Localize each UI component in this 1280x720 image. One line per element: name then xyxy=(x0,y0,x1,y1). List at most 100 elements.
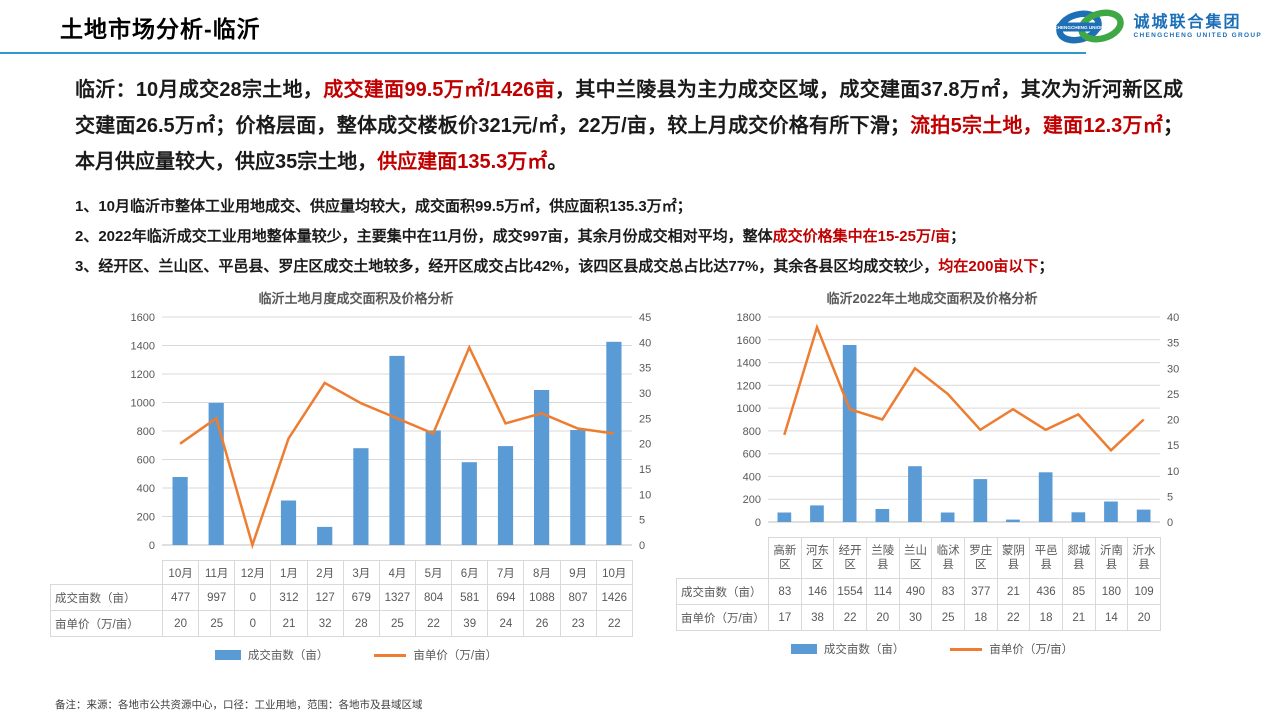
table-corner-cell xyxy=(677,538,769,579)
right-axis-tick: 40 xyxy=(639,337,651,349)
category-cell: 临沭县 xyxy=(931,537,965,579)
logo-badge-text: CHENGCHENG UNION xyxy=(1054,25,1104,30)
text-segment: 供应建面135.3万㎡ xyxy=(377,151,548,173)
value-cell: 436 xyxy=(1029,578,1063,605)
bar xyxy=(1071,512,1086,522)
value-cell: 20 xyxy=(1127,604,1161,631)
bullet-1: 1、10月临沂市整体工业用地成交、供应量均较大，成交面积99.5万㎡，供应面积1… xyxy=(75,192,1235,222)
price-line xyxy=(179,344,615,550)
value-cell: 997 xyxy=(198,584,236,611)
table-row: 成交亩数（亩） 83 146 1554 114 490 83 377 21 436 85 180 109 xyxy=(676,578,1161,605)
left-axis-tick: 200 xyxy=(137,512,155,524)
text-segment: 流拍5宗土地，建面12.3万㎡ xyxy=(909,115,1163,137)
category-cell: 11月 xyxy=(198,560,236,585)
value-cell: 1426 xyxy=(595,584,633,611)
value-cell: 83 xyxy=(768,578,802,605)
legend-line-swatch xyxy=(374,653,407,657)
value-cell: 22 xyxy=(996,604,1031,631)
legend-bar-label: 成交亩数（亩） xyxy=(823,644,905,656)
bar xyxy=(570,430,586,545)
category-cell: 平邑县 xyxy=(1029,537,1063,579)
left-axis-tick: 1200 xyxy=(131,369,155,381)
category-cell: 蒙阴县 xyxy=(996,537,1031,579)
category-cell: 沂南县 xyxy=(1094,537,1129,579)
category-cell: 8月 xyxy=(523,560,561,585)
category-cell: 兰陵县 xyxy=(865,537,900,579)
left-axis-tick: 800 xyxy=(137,426,155,438)
logo-rings-icon: CHENGCHENG UNION xyxy=(1054,9,1124,44)
monthly-chart-plot-host: 0 200 400 600 800 1000 1200 1400 1600 0 5 10 15 20 25 3… xyxy=(50,309,662,637)
legend-line-swatch xyxy=(950,647,983,651)
table-row: 亩单价（万/亩） 20 25 0 21 32 28 25 22 39 24 26 23 22 xyxy=(50,610,633,637)
category-cell: 2月 xyxy=(306,560,344,585)
left-axis-tick: 1600 xyxy=(737,335,761,347)
legend-bar-swatch xyxy=(790,644,817,654)
bar xyxy=(875,509,890,522)
left-axis-tick: 1200 xyxy=(737,380,761,392)
value-cell: 490 xyxy=(898,578,933,605)
right-axis-tick: 15 xyxy=(1167,440,1179,452)
table-header-row: 10月 11月 12月 1月 2月 3月 4月 5月 6月 7月 8月 9月 10月 xyxy=(51,560,633,585)
left-axis-tick: 400 xyxy=(743,471,761,483)
right-axis-tick: 25 xyxy=(1167,389,1179,401)
value-cell: 83 xyxy=(931,578,965,605)
right-axis-tick: 45 xyxy=(639,312,651,324)
district-chart-plot-host: 0 200 400 600 800 1000 1200 1400 1600 1800 0 5 10 15 2… xyxy=(676,309,1188,631)
row-label-cell: 亩单价（万/亩） xyxy=(50,610,163,637)
left-axis-tick: 400 xyxy=(137,483,155,495)
table-row: 亩单价（万/亩） 17 38 22 20 30 25 18 22 18 21 14 20 xyxy=(676,604,1161,631)
table-corner-cell xyxy=(51,561,163,585)
value-cell: 23 xyxy=(559,610,597,637)
bar xyxy=(908,466,922,522)
value-cell: 28 xyxy=(342,610,380,637)
right-axis-tick: 35 xyxy=(1167,338,1179,350)
value-cell: 807 xyxy=(559,584,597,611)
right-axis-tick: 10 xyxy=(1167,466,1179,478)
left-axis-tick: 200 xyxy=(743,494,761,506)
bar xyxy=(973,479,988,522)
left-axis-tick: 1600 xyxy=(131,312,155,324)
legend-item-line: 亩单价（万/亩） xyxy=(950,641,1073,657)
value-cell: 20 xyxy=(161,610,200,637)
table-header-row: 高新区河东区经开区兰陵县兰山区临沭县罗庄区蒙阴县平邑县郯城县沂南县沂水县 xyxy=(677,537,1161,579)
header-accent-line xyxy=(0,52,1086,54)
legend-item-line: 亩单价（万/亩） xyxy=(374,647,497,663)
chart-table: 10月 11月 12月 1月 2月 3月 4月 5月 6月 7月 8月 9月 10月 成交亩数（亩） 477… xyxy=(50,560,633,637)
bar xyxy=(777,512,792,522)
value-cell: 477 xyxy=(161,584,200,611)
value-cell: 0 xyxy=(234,610,272,637)
value-cell: 24 xyxy=(487,610,525,637)
right-axis-tick: 40 xyxy=(1167,312,1179,324)
bullet-2: 2、2022年临沂成交工业用地整体量较少，主要集中在11月份，成交997亩，其余… xyxy=(75,222,1235,252)
left-axis-tick: 0 xyxy=(149,540,155,552)
category-cell: 沂水县 xyxy=(1127,537,1161,579)
value-cell: 804 xyxy=(414,584,453,611)
bullet-3: 3、经开区、兰山区、平邑县、罗庄区成交土地较多，经开区成交占比42%，该四区县成… xyxy=(75,252,1235,282)
text-segment: 3、经开区、兰山区、平邑县、罗庄区成交土地较多，经开区成交占比42%，该四区县成… xyxy=(75,258,939,275)
text-segment: ； xyxy=(950,228,966,245)
value-cell: 25 xyxy=(378,610,416,637)
bar xyxy=(606,341,622,545)
value-cell: 127 xyxy=(306,584,344,611)
value-cell: 0 xyxy=(234,584,272,611)
chart-table: 高新区河东区经开区兰陵县兰山区临沭县罗庄区蒙阴县平邑县郯城县沂南县沂水县成交亩数… xyxy=(676,537,1161,631)
text-segment: 。 xyxy=(547,151,568,173)
bar xyxy=(497,446,514,545)
value-cell: 32 xyxy=(306,610,344,637)
value-cell: 22 xyxy=(595,610,633,637)
bar xyxy=(1136,509,1151,522)
district-chart-legend: 成交亩数（亩） 亩单价（万/亩） xyxy=(676,641,1188,657)
value-cell: 180 xyxy=(1094,578,1129,605)
district-chart-title: 临沂2022年土地成交面积及价格分析 xyxy=(826,291,1038,306)
bar xyxy=(940,512,955,522)
value-cell: 694 xyxy=(487,584,525,611)
bar xyxy=(534,390,550,545)
logo-name-cn: 诚城联合集团 xyxy=(1133,14,1242,32)
bar xyxy=(208,402,224,545)
bar xyxy=(353,448,369,545)
left-axis-tick: 1000 xyxy=(737,403,761,415)
value-cell: 679 xyxy=(342,584,380,611)
chart-plot: 0 200 400 600 800 1000 1200 1400 1600 1800 0 5 10 15 2… xyxy=(737,312,1180,529)
bar xyxy=(389,355,405,545)
value-cell: 21 xyxy=(270,610,308,637)
